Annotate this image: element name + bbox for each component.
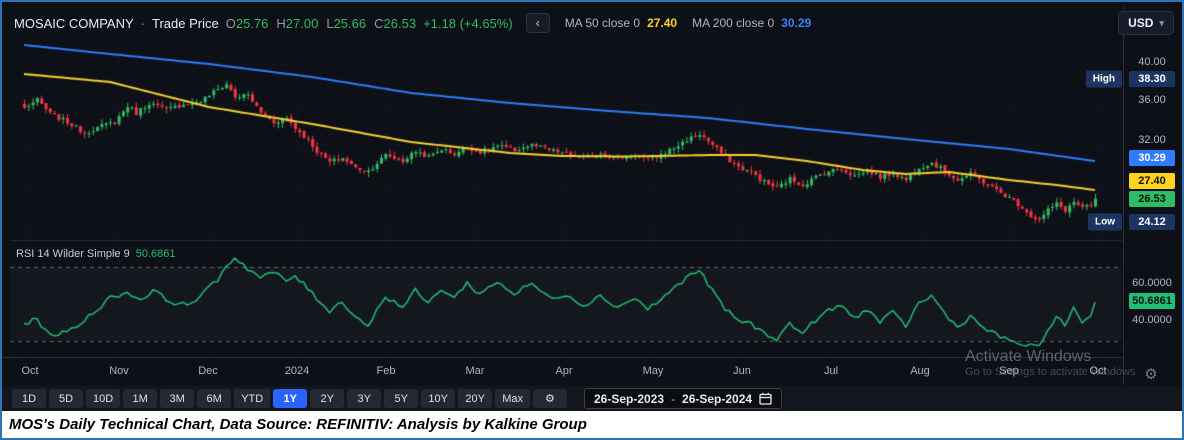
time-axis-label-jun[interactable]: Jun — [733, 365, 751, 377]
ohlc-item: O25.76 — [225, 15, 269, 31]
ohlc-item: L25.66 — [326, 15, 367, 31]
date-from: 26-Sep-2023 — [593, 391, 665, 406]
toolbar-settings-gear-icon[interactable]: ⚙ — [532, 389, 567, 408]
range-button-20y[interactable]: 20Y — [458, 389, 493, 408]
series-type-label: Trade Price — [152, 15, 219, 31]
collapse-legend-button[interactable]: ‹ — [525, 13, 550, 33]
range-button-3m[interactable]: 3M — [160, 389, 195, 408]
time-axis-label-sep[interactable]: Sep — [999, 365, 1019, 377]
low-chip: Low — [1088, 213, 1122, 231]
scale-tick-label: 32.00 — [1138, 134, 1166, 146]
range-button-6m[interactable]: 6M — [197, 389, 232, 408]
ohlc-item: H27.00 — [276, 15, 319, 31]
range-buttons: 1D 5D 10D 1M 3M 6M YTD 1Y 2Y 3Y 5Y 10Y 20Y Max — [12, 389, 530, 408]
date-to: 26-Sep-2024 — [682, 391, 753, 406]
range-button-5d[interactable]: 5D — [49, 389, 83, 408]
time-axis-label-2024[interactable]: 2024 — [284, 365, 310, 377]
time-axis-label-mar[interactable]: Mar — [465, 365, 485, 377]
rsi-indicator-legend[interactable]: RSI 14 Wilder Simple 9 50.6861 — [16, 248, 175, 260]
low-price-badge: 24.12 — [1129, 214, 1175, 230]
currency-selector-button[interactable]: USD ▾ — [1118, 11, 1174, 35]
chevron-left-icon: ‹ — [535, 16, 540, 30]
rsi-value-badge: 50.6861 — [1129, 293, 1175, 309]
high-chip: High — [1085, 70, 1122, 88]
range-button-1d[interactable]: 1D — [12, 389, 46, 408]
time-axis[interactable]: Oct Nov Dec 2024 Feb Mar Apr May Jun Jul Aug Sep Oct — [2, 357, 1123, 385]
time-axis-label-aug[interactable]: Aug — [910, 365, 930, 377]
ma200-label[interactable]: MA 200 close 0 — [692, 16, 775, 30]
ohlc-values: O25.76 H27.00 L25.66 C26.53 — [226, 16, 416, 31]
ma50-label[interactable]: MA 50 close 0 — [564, 16, 641, 30]
time-axis-label-nov[interactable]: Nov — [109, 365, 129, 377]
time-axis-label-may[interactable]: May — [642, 365, 664, 377]
rsi-label: RSI 14 Wilder Simple 9 — [16, 248, 130, 260]
time-axis-label-oct[interactable]: Oct — [21, 365, 39, 377]
date-range-dash: - — [671, 391, 676, 406]
time-axis-label-oct[interactable]: Oct — [1089, 365, 1107, 377]
ma50-value: 27.40 — [647, 16, 678, 30]
scale-tick-label: 40.0000 — [1132, 314, 1172, 326]
range-button-10y[interactable]: 10Y — [421, 389, 456, 408]
time-axis-label-feb[interactable]: Feb — [376, 365, 396, 377]
range-button-ytd[interactable]: YTD — [234, 389, 271, 408]
calendar-icon[interactable] — [759, 392, 772, 405]
currency-label: USD — [1128, 16, 1154, 30]
range-button-10d[interactable]: 10D — [86, 389, 121, 408]
range-button-1y[interactable]: 1Y — [273, 389, 308, 408]
scale-tick-label: 40.00 — [1138, 56, 1166, 68]
chevron-down-icon: ▾ — [1159, 17, 1164, 28]
trading-chart-app: MOSAIC COMPANY · Trade Price O25.76 H27.0… — [2, 2, 1182, 411]
ma50-price-badge: 27.40 — [1129, 173, 1175, 189]
time-axis-label-jul[interactable]: Jul — [823, 365, 839, 377]
ma200-value: 30.29 — [781, 16, 812, 30]
range-button-max[interactable]: Max — [495, 389, 530, 408]
range-button-5y[interactable]: 5Y — [384, 389, 419, 408]
date-range-picker[interactable]: 26-Sep-2023 - 26-Sep-2024 — [583, 388, 783, 409]
scale-tick-label: 36.00 — [1138, 94, 1166, 106]
scale-tick-label: 60.0000 — [1132, 277, 1172, 289]
range-button-3y[interactable]: 3Y — [347, 389, 382, 408]
range-button-1m[interactable]: 1M — [123, 389, 158, 408]
ma200-price-badge: 30.29 — [1129, 150, 1175, 166]
price-scale[interactable]: 40.00 36.00 32.00 60.0000 40.0000 38.30 30.29 2… — [1124, 2, 1180, 385]
price-scale-separator — [1123, 6, 1124, 385]
chart-header: MOSAIC COMPANY · Trade Price O25.76 H27.0… — [14, 13, 811, 33]
chart-caption: MOS's Daily Technical Chart, Data Source… — [2, 411, 1182, 438]
rsi-value: 50.6861 — [135, 248, 176, 260]
ohlc-item: C26.53 — [374, 15, 417, 31]
price-rsi-chart-canvas[interactable] — [10, 40, 1122, 357]
change-value: +1.18 (+4.65%) — [423, 15, 513, 31]
symbol-title[interactable]: MOSAIC COMPANY — [14, 15, 134, 31]
axis-settings-gear-icon[interactable]: ⚙ — [1144, 366, 1158, 383]
time-axis-label-apr[interactable]: Apr — [555, 365, 573, 377]
title-separator: · — [140, 15, 146, 31]
range-toolbar: 1D 5D 10D 1M 3M 6M YTD 1Y 2Y 3Y 5Y 10Y 20Y Max ⚙ 26-S… — [2, 386, 1182, 411]
time-axis-label-dec[interactable]: Dec — [198, 365, 218, 377]
range-button-2y[interactable]: 2Y — [310, 389, 345, 408]
high-price-badge: 38.30 — [1129, 71, 1175, 87]
last-price-badge: 26.53 — [1129, 191, 1175, 207]
